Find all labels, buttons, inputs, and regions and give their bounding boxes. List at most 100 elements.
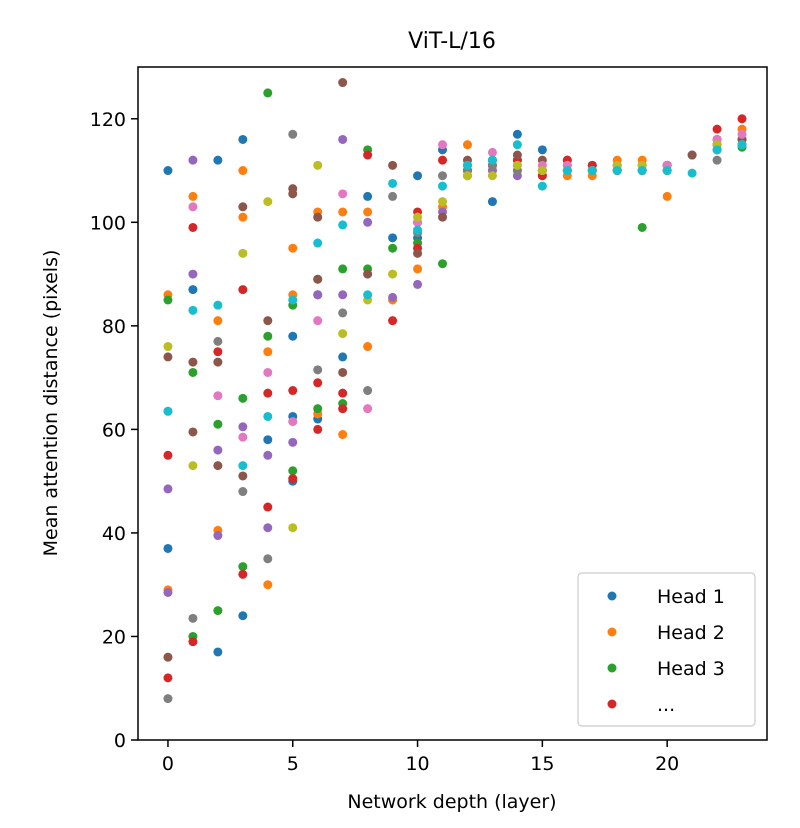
legend-marker bbox=[607, 699, 617, 709]
y-tick-label: 60 bbox=[102, 419, 126, 441]
data-point bbox=[163, 652, 173, 662]
data-point bbox=[263, 554, 273, 564]
data-point bbox=[388, 233, 398, 243]
data-point bbox=[238, 134, 248, 144]
data-point bbox=[413, 171, 423, 181]
data-point bbox=[537, 181, 547, 191]
data-point bbox=[313, 365, 323, 375]
data-point bbox=[313, 378, 323, 388]
y-tick-label: 40 bbox=[102, 523, 126, 545]
data-point bbox=[313, 404, 323, 414]
series-2 bbox=[163, 124, 747, 595]
data-point bbox=[413, 279, 423, 289]
data-point bbox=[338, 308, 348, 318]
series-9 bbox=[163, 140, 747, 533]
data-point bbox=[238, 202, 248, 212]
data-point bbox=[338, 329, 348, 339]
data-point bbox=[737, 129, 747, 139]
data-point bbox=[213, 461, 223, 471]
data-point bbox=[188, 305, 198, 315]
y-tick-label: 100 bbox=[90, 212, 126, 234]
data-point bbox=[288, 417, 298, 427]
data-point bbox=[213, 531, 223, 541]
data-point bbox=[487, 155, 497, 165]
series-3 bbox=[163, 88, 747, 641]
data-point bbox=[163, 352, 173, 362]
data-point bbox=[313, 238, 323, 248]
data-point bbox=[163, 484, 173, 494]
data-point bbox=[163, 166, 173, 176]
data-point bbox=[288, 295, 298, 305]
data-point bbox=[712, 155, 722, 165]
chart-title: ViT-L/16 bbox=[408, 29, 496, 54]
data-point bbox=[263, 435, 273, 445]
data-point bbox=[263, 367, 273, 377]
data-point bbox=[263, 347, 273, 357]
data-point bbox=[313, 160, 323, 170]
data-point bbox=[288, 243, 298, 253]
data-point bbox=[687, 150, 697, 160]
data-point bbox=[363, 150, 373, 160]
data-point bbox=[213, 445, 223, 455]
data-point bbox=[238, 487, 248, 497]
data-point bbox=[313, 290, 323, 300]
data-point bbox=[512, 160, 522, 170]
data-point bbox=[637, 166, 647, 176]
data-point bbox=[338, 78, 348, 88]
legend-marker bbox=[607, 627, 617, 637]
x-tick-label: 15 bbox=[530, 753, 554, 775]
data-point bbox=[413, 248, 423, 258]
x-axis-ticks: 0 5 10 15 20 bbox=[162, 740, 679, 775]
data-points bbox=[163, 78, 747, 704]
data-point bbox=[163, 295, 173, 305]
data-point bbox=[338, 388, 348, 398]
data-point bbox=[438, 212, 448, 222]
data-point bbox=[438, 197, 448, 207]
legend-entries: Head 1 Head 2 Head 3... bbox=[607, 586, 725, 716]
data-point bbox=[213, 391, 223, 401]
data-point bbox=[238, 562, 248, 572]
data-point bbox=[438, 155, 448, 165]
data-point bbox=[213, 357, 223, 367]
data-point bbox=[462, 171, 472, 181]
data-point bbox=[238, 212, 248, 222]
data-point bbox=[438, 140, 448, 150]
data-point bbox=[288, 474, 298, 484]
data-point bbox=[338, 264, 348, 274]
data-point bbox=[438, 259, 448, 269]
x-axis-label: Network depth (layer) bbox=[347, 791, 556, 813]
data-point bbox=[213, 316, 223, 326]
data-point bbox=[438, 171, 448, 181]
data-point bbox=[338, 430, 348, 440]
data-point bbox=[587, 166, 597, 176]
data-point bbox=[263, 388, 273, 398]
data-point bbox=[363, 404, 373, 414]
data-point bbox=[188, 637, 198, 647]
legend-label: ... bbox=[657, 694, 675, 716]
data-point bbox=[213, 347, 223, 357]
data-point bbox=[462, 140, 472, 150]
data-point bbox=[188, 202, 198, 212]
x-tick-label: 10 bbox=[405, 753, 429, 775]
data-point bbox=[413, 225, 423, 235]
data-point bbox=[438, 181, 448, 191]
x-tick-label: 0 bbox=[162, 753, 174, 775]
data-point bbox=[338, 189, 348, 199]
legend-label: Head 1 bbox=[657, 586, 725, 608]
data-point bbox=[288, 386, 298, 396]
data-point bbox=[537, 166, 547, 176]
data-point bbox=[388, 160, 398, 170]
data-point bbox=[562, 166, 572, 176]
series-7 bbox=[163, 129, 747, 442]
data-point bbox=[313, 316, 323, 326]
data-point bbox=[188, 155, 198, 165]
data-point bbox=[363, 217, 373, 227]
data-point bbox=[213, 606, 223, 616]
data-point bbox=[413, 264, 423, 274]
data-point bbox=[263, 580, 273, 590]
data-point bbox=[188, 613, 198, 623]
data-point bbox=[462, 160, 472, 170]
data-point bbox=[188, 285, 198, 295]
data-point bbox=[288, 129, 298, 139]
data-point bbox=[612, 166, 622, 176]
